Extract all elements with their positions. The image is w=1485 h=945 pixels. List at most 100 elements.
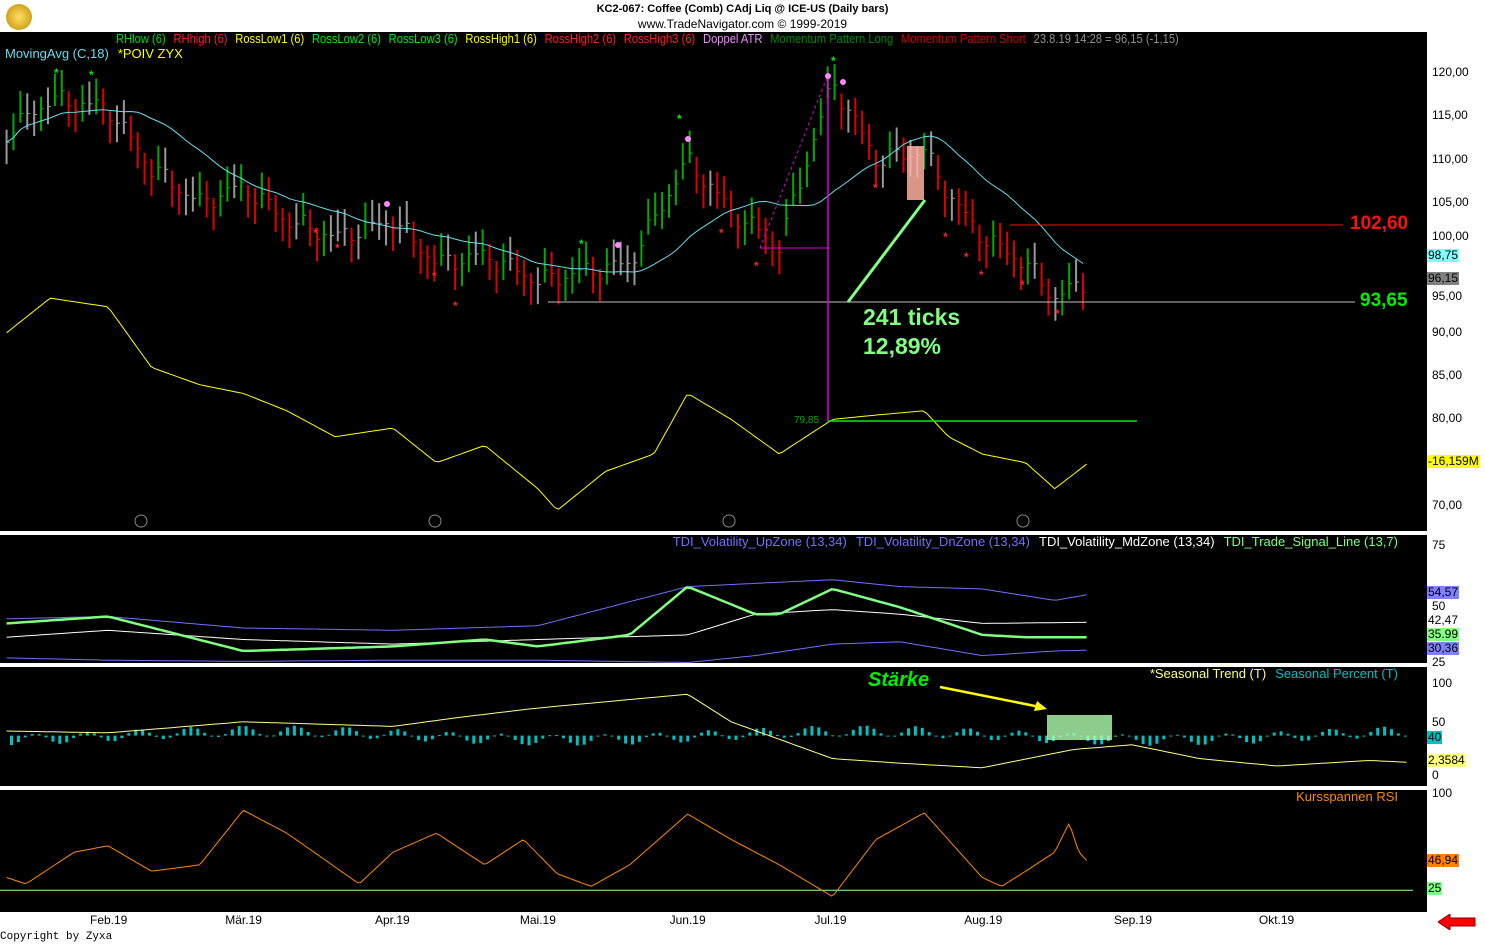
legend-item: Doppel ATR xyxy=(702,31,763,46)
seasonal-percent-bar xyxy=(72,735,76,739)
seasonal-percent-bar xyxy=(1210,735,1214,741)
seasonal-percent-bar xyxy=(1293,735,1297,738)
seasonal-percent-bar xyxy=(79,733,82,736)
rsi-line xyxy=(6,809,1087,897)
legend-item: RossHigh2 (6) xyxy=(544,31,617,46)
chart-header: KC2-067: Coffee (Comb) CAdj Liq @ ICE-US… xyxy=(0,0,1485,32)
seasonal-percent-bar xyxy=(327,734,331,736)
seasonal-percent-bar xyxy=(1231,734,1235,736)
seasonal-percent-bar xyxy=(982,735,986,737)
seasonal-percent-bar xyxy=(51,735,55,742)
seasonal-percent-bar xyxy=(706,730,710,736)
rollover-marker-icon xyxy=(1016,514,1030,528)
seasonal-percent-bar xyxy=(230,729,234,736)
tdi-tick-label: 75 xyxy=(1432,538,1446,552)
seasonal-percent-bar xyxy=(989,735,993,740)
seasonal-percent-bar xyxy=(58,735,62,744)
seasonal-percent-bar xyxy=(693,735,697,738)
chart-subtitle: www.TradeNavigator.com © 1999-2019 xyxy=(637,17,848,31)
seasonal-percent-bar xyxy=(465,735,469,741)
seasonal-percent-bar xyxy=(417,735,421,741)
close-last-tag: 96,15 xyxy=(1427,270,1460,285)
scroll-left-arrow-icon[interactable] xyxy=(1437,913,1476,931)
seasonal-percent-bar xyxy=(30,734,34,736)
seasonal-percent-bar xyxy=(1341,733,1345,736)
momentum-short-star-icon: * xyxy=(335,241,340,255)
ma-last-tag: 98,75 xyxy=(1427,248,1460,263)
seasonal-percent-bar xyxy=(575,735,579,746)
seasonal-percent-bar xyxy=(596,735,600,737)
legend-item: TDI_Trade_Signal_Line (13,7) xyxy=(1223,534,1398,549)
seasonal-percent-bar xyxy=(893,735,897,737)
rollover-marker-icon xyxy=(722,514,736,528)
seasonal-percent-bar xyxy=(913,726,917,736)
x-axis-label: Feb.19 xyxy=(90,913,128,927)
x-axis-background xyxy=(0,912,1427,932)
seasonal-percent-bar xyxy=(258,733,262,736)
strength-arrow-head-icon xyxy=(1034,701,1047,711)
price-tick-label: 105,00 xyxy=(1432,194,1469,209)
seasonal-percent-bar xyxy=(106,735,110,741)
seasonal-percent-bar xyxy=(341,727,345,736)
seasonal-percent-bar xyxy=(1238,735,1242,739)
seasonal-percent-bar xyxy=(665,735,669,737)
momentum-short-star-icon: * xyxy=(432,269,437,283)
seasonal-tick-label: 50 xyxy=(1432,715,1446,729)
moving-average-line xyxy=(6,109,1084,273)
seasonal-percent-bar xyxy=(955,732,959,736)
panel-4-background xyxy=(0,790,1427,912)
seasonal-percent-bar xyxy=(382,734,386,736)
seasonal-percent-bar xyxy=(486,735,490,740)
price-tick-label: 120,00 xyxy=(1432,65,1469,79)
seasonal-percent-bar xyxy=(838,735,841,737)
x-axis-label: Mai.19 xyxy=(519,913,556,927)
seasonal-percent-bar xyxy=(617,735,621,740)
seasonal-percent-bar xyxy=(672,735,676,740)
seasonal-percent-bar xyxy=(527,735,531,746)
seasonal-percent-bar xyxy=(927,732,931,736)
seasonal-percent-bar xyxy=(286,727,289,736)
seasonal-percent-bar xyxy=(562,735,565,739)
seasonal-percent-bar xyxy=(99,735,103,738)
momentum-short-star-icon: * xyxy=(873,181,878,195)
seasonal-percent-bar xyxy=(493,735,496,737)
legend-item: RossLow3 (6) xyxy=(388,31,458,46)
legend-item: TDI_Volatility_DnZone (13,34) xyxy=(855,534,1030,549)
seasonal-percent-bar xyxy=(796,733,800,736)
legend-item: 23.8.19 14:28 = 96,15 (-1,15) xyxy=(1033,31,1179,46)
seasonal-percent-bar xyxy=(727,735,731,739)
seasonal-percent-bar xyxy=(1162,735,1166,740)
rollover-marker-icon xyxy=(134,514,148,528)
seasonal-percent-bar xyxy=(644,735,648,738)
seasonal-percent-bar xyxy=(1279,731,1283,736)
tdi-md-tag: 42,47 xyxy=(1427,613,1460,627)
seasonal-percent-bar xyxy=(161,735,165,739)
seasonal-percent-bar xyxy=(217,735,220,737)
support-label: 93,65 xyxy=(1360,290,1408,311)
seasonal-percent-bar xyxy=(803,728,807,736)
seasonal-percent-bar xyxy=(265,735,269,737)
momentum-short-star-icon: * xyxy=(754,259,759,273)
seasonal-percent-bar xyxy=(1196,735,1200,745)
legend-item: RossHigh3 (6) xyxy=(623,31,696,46)
seasonal-percent-bar xyxy=(1327,728,1331,736)
seasonal-percent-bar xyxy=(1334,729,1338,736)
seasonal-percent-bar xyxy=(223,734,227,736)
legend-item: Kursspannen RSI xyxy=(1296,789,1398,804)
seasonal-percent-bar xyxy=(610,735,614,737)
seasonal-percent-bar xyxy=(1183,735,1186,738)
seasonal-percent-bar xyxy=(23,735,27,738)
momentum-short-star-icon: * xyxy=(964,250,969,264)
seasonal-percent-bar xyxy=(686,735,690,742)
legend-item: RHhigh (6) xyxy=(173,31,228,46)
seasonal-percent-bar xyxy=(499,733,503,736)
seasonal-percent-bar xyxy=(651,733,655,736)
seasonal-percent-bar xyxy=(1120,734,1124,736)
low-value-label: 79,85 xyxy=(794,415,820,426)
momentum-short-star-icon: * xyxy=(313,226,318,240)
price-tick-label: 90,00 xyxy=(1432,324,1463,339)
strength-highlight-box xyxy=(1047,715,1112,740)
seasonal-percent-bar xyxy=(1286,733,1290,736)
seasonal-percent-bar xyxy=(320,735,324,738)
